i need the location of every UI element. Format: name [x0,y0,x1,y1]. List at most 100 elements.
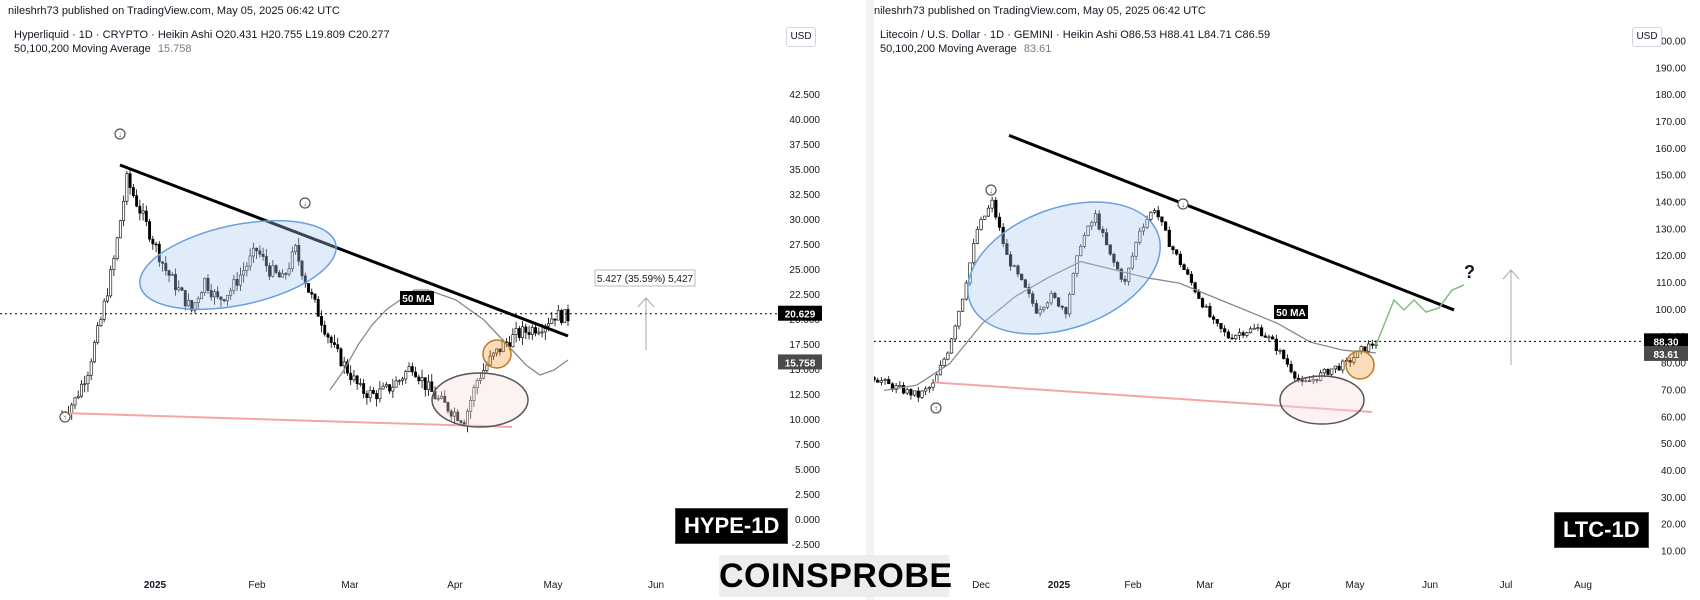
candle-body [264,256,268,267]
candle-body [135,195,139,207]
hype-chart: -2.500 0.000 2.500 5.000 7.500 10.000 12.500 15… [0,90,822,591]
candle-body [238,274,242,286]
ma-legend: 50,100,200 Moving Average 83.61 [880,43,1051,55]
hype-chart-panel: -2.500 0.000 2.500 5.000 7.500 10.000 12.500 15… [0,5,822,591]
candle-body [245,265,249,271]
candle-body [997,216,1002,228]
candle-body [1093,213,1098,223]
x-tick-label: Feb [248,580,266,591]
candle-body [1274,338,1278,352]
candle-body [346,361,349,374]
candle-body [1241,332,1245,336]
candle-body [524,326,528,333]
candle-body [268,265,272,277]
candle-body [517,328,521,338]
candle-body [375,393,379,400]
candle-body [946,352,950,360]
current-price-tag-text: 20.629 [785,310,816,321]
candle-body [248,255,252,267]
candle-body [453,411,456,417]
candle-body [1016,265,1020,275]
candle-body [131,187,135,196]
candle-body [1252,327,1256,330]
candle-body [407,366,411,372]
candle-body [1237,332,1242,336]
candle-body [1259,327,1264,337]
y-tick-label: 20.00 [1661,520,1686,531]
candle-body [894,385,898,390]
candle-body [1020,273,1024,280]
candle-body [1108,244,1112,255]
y-tick-label: 10.000 [789,415,820,426]
candle-body [362,383,366,394]
candle-body [1116,261,1120,270]
candle-body [401,378,405,381]
candle-body [1278,349,1282,352]
candle-body [232,279,236,292]
ltc-chart-panel: 10.00 20.00 30.00 40.00 50.00 60.00 70.00 80.00… [874,0,1700,600]
candle-body [1219,323,1223,329]
target-arrow-head [637,297,655,308]
candle-body [323,324,327,335]
currency-button[interactable]: USD [1632,27,1662,47]
y-tick-label: 15.000 [789,365,820,376]
candle-body [164,263,168,271]
candle-body [537,331,541,334]
y-tick-label: 30.00 [1661,493,1686,504]
candle-body [329,336,333,343]
x-tick-label: Mar [1196,580,1214,591]
candle-body [469,400,473,412]
y-tick-label: 80.00 [1661,359,1686,370]
candle-body [1341,360,1345,371]
projected-path [1375,284,1465,346]
candle-body [1012,265,1016,268]
current-price-tag-text: 88.30 [1653,337,1678,348]
candle-body [1289,363,1293,373]
candle-body [979,219,983,230]
candle-body [109,269,113,297]
candle-body [1008,254,1013,267]
ma-price-tag [1644,345,1688,361]
candle-body [1248,328,1253,334]
y-tick-label: 27.500 [789,240,820,251]
ma-legend-label: 50,100,200 Moving Average [880,43,1017,55]
candle-body [488,355,492,366]
candle-body [151,238,155,245]
signal-arrow-icon: ↑ [63,413,67,422]
candle-body [957,310,961,327]
symbol-legend: Hyperliquid · 1D · CRYPTO · Heikin Ashi … [14,29,390,41]
y-tick-label: 37.500 [789,140,820,151]
candle-body [391,386,395,392]
candle-body [876,379,880,383]
support-zone-ellipse [431,372,529,428]
candle-body [404,371,408,380]
breakout-circle [1345,350,1375,380]
candle-body [420,377,424,382]
x-tick-label: Apr [1275,580,1291,591]
y-tick-label: 32.500 [789,190,820,201]
candle-body [456,411,460,422]
candle-body [414,371,417,378]
candle-body [96,325,100,343]
candle-body [446,402,450,412]
candle-body [1215,319,1219,324]
candle-body [86,375,90,385]
candle-body [209,290,213,298]
candle-body [449,410,453,417]
candle-body [1134,241,1138,257]
ma-chart-label: 50 MA [402,294,431,305]
signal-arrow-icon: ↓ [989,186,993,195]
ltc-chart: 10.00 20.00 30.00 40.00 50.00 60.00 70.00 80.00… [874,36,1688,591]
candle-body [1322,368,1326,374]
candle-body [1186,269,1190,275]
x-tick-label: 2025 [144,580,167,591]
x-tick-label: Jul [1500,580,1513,591]
candle-body [274,265,278,273]
measure-tooltip-box [594,269,696,287]
currency-button[interactable]: USD [786,27,816,47]
candle-body [1226,331,1230,339]
y-tick-label: 17.500 [789,340,820,351]
y-tick-label: 60.00 [1661,412,1686,423]
candle-body [410,366,414,373]
candle-body [229,290,233,296]
